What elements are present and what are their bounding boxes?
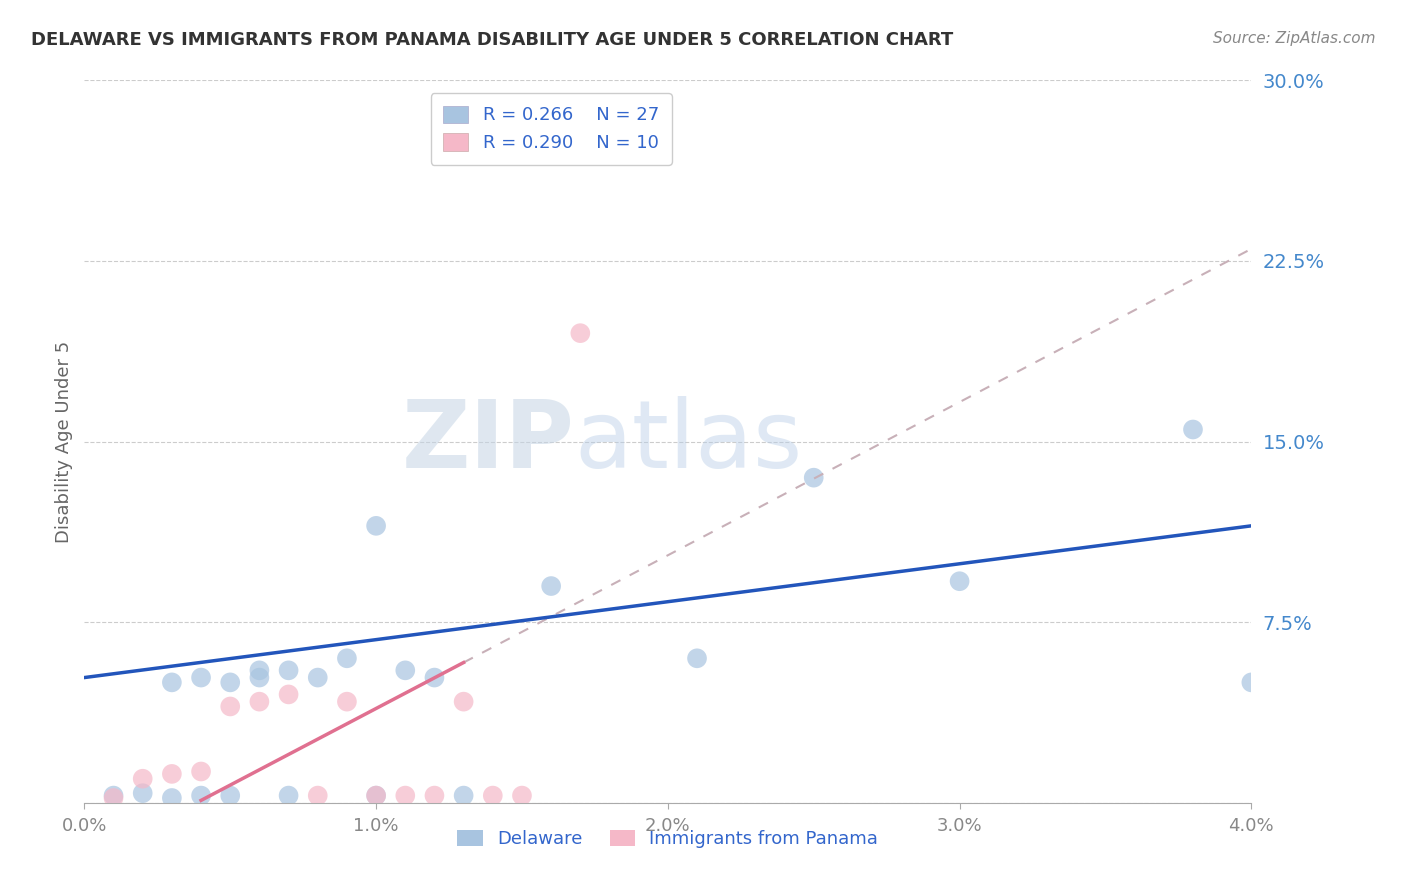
Point — [277, 687, 299, 701]
Point — [423, 671, 446, 685]
Point — [132, 772, 155, 786]
Point — [336, 651, 359, 665]
Point — [336, 695, 359, 709]
Point — [307, 789, 329, 803]
Point — [394, 789, 416, 803]
Point — [219, 789, 242, 803]
Point — [423, 789, 446, 803]
Point — [219, 675, 242, 690]
Point — [453, 789, 475, 803]
Point — [569, 326, 592, 340]
Point — [160, 767, 183, 781]
Text: Source: ZipAtlas.com: Source: ZipAtlas.com — [1212, 31, 1375, 46]
Point — [190, 789, 212, 803]
Point — [160, 675, 183, 690]
Point — [510, 789, 533, 803]
Point — [103, 789, 125, 803]
Point — [366, 518, 388, 533]
Point — [394, 664, 416, 678]
Point — [949, 574, 972, 589]
Point — [160, 791, 183, 805]
Point — [366, 789, 388, 803]
Point — [249, 664, 271, 678]
Text: atlas: atlas — [575, 395, 803, 488]
Point — [1182, 422, 1205, 436]
Text: ZIP: ZIP — [402, 395, 575, 488]
Point — [307, 671, 329, 685]
Point — [132, 786, 155, 800]
Y-axis label: Disability Age Under 5: Disability Age Under 5 — [55, 341, 73, 542]
Point — [540, 579, 562, 593]
Point — [453, 695, 475, 709]
Point — [219, 699, 242, 714]
Point — [249, 695, 271, 709]
Point — [686, 651, 709, 665]
Point — [277, 664, 299, 678]
Point — [190, 671, 212, 685]
Point — [482, 789, 505, 803]
Point — [103, 791, 125, 805]
Legend: Delaware, Immigrants from Panama: Delaware, Immigrants from Panama — [450, 822, 886, 855]
Point — [190, 764, 212, 779]
Text: DELAWARE VS IMMIGRANTS FROM PANAMA DISABILITY AGE UNDER 5 CORRELATION CHART: DELAWARE VS IMMIGRANTS FROM PANAMA DISAB… — [31, 31, 953, 49]
Point — [803, 470, 825, 484]
Point — [277, 789, 299, 803]
Point — [366, 789, 388, 803]
Point — [249, 671, 271, 685]
Point — [1240, 675, 1263, 690]
